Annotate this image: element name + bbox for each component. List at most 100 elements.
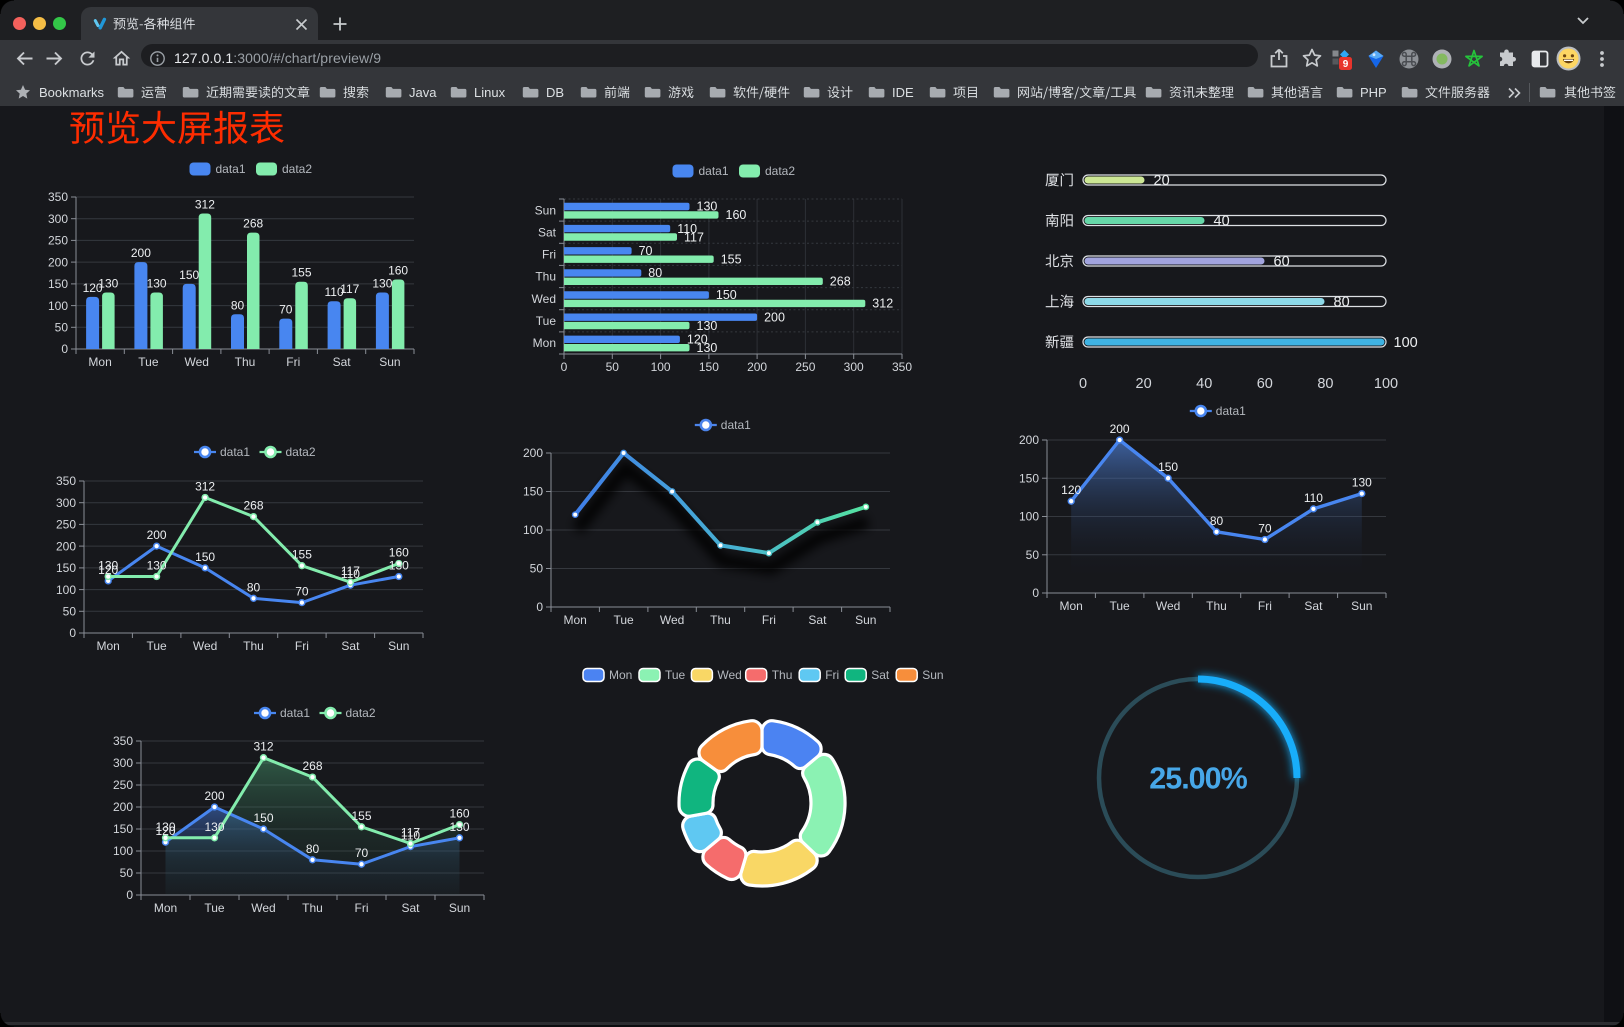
svg-text:110: 110 — [325, 285, 344, 299]
svg-text:Thu: Thu — [772, 668, 793, 682]
svg-text:Mon: Mon — [1060, 599, 1083, 613]
svg-text:70: 70 — [1258, 522, 1272, 536]
svg-text:80: 80 — [247, 580, 261, 594]
svg-text:9: 9 — [1343, 59, 1349, 70]
svg-text:Sat: Sat — [1304, 599, 1323, 613]
svg-text:100: 100 — [523, 523, 543, 537]
svg-text:Fri: Fri — [825, 668, 839, 682]
svg-text:155: 155 — [721, 253, 742, 267]
svg-text:150: 150 — [1019, 471, 1039, 485]
svg-text:110: 110 — [1304, 491, 1323, 505]
svg-text:150: 150 — [48, 277, 68, 291]
svg-text:150: 150 — [56, 561, 76, 575]
svg-text:50: 50 — [1026, 548, 1040, 562]
svg-text:312: 312 — [872, 297, 893, 311]
svg-text:200: 200 — [147, 528, 167, 542]
svg-text:data2: data2 — [286, 445, 316, 459]
svg-text:130: 130 — [155, 820, 175, 834]
svg-text:250: 250 — [795, 360, 815, 374]
svg-text:100: 100 — [113, 844, 133, 858]
svg-text:350: 350 — [892, 360, 912, 374]
svg-text:160: 160 — [726, 208, 747, 222]
svg-text:Tue: Tue — [536, 314, 557, 328]
svg-text:80: 80 — [1317, 376, 1333, 392]
svg-text:150: 150 — [716, 288, 737, 302]
svg-text:Sat: Sat — [538, 225, 557, 239]
svg-text:20: 20 — [1136, 376, 1152, 392]
svg-text:268: 268 — [243, 499, 263, 513]
svg-text:data1: data1 — [699, 164, 729, 178]
svg-text:300: 300 — [56, 496, 76, 510]
svg-text:0: 0 — [1079, 376, 1087, 392]
svg-text:350: 350 — [48, 190, 68, 204]
svg-text:Sun: Sun — [449, 901, 470, 915]
svg-text:120: 120 — [98, 563, 118, 577]
svg-text:60: 60 — [1257, 376, 1273, 392]
svg-text:Mon: Mon — [609, 668, 632, 682]
svg-text:120: 120 — [1061, 483, 1081, 497]
svg-text:120: 120 — [155, 824, 175, 838]
svg-text:250: 250 — [113, 778, 133, 792]
svg-text:data1: data1 — [1216, 404, 1246, 418]
svg-text:Sat: Sat — [401, 901, 420, 915]
svg-text:200: 200 — [1019, 433, 1039, 447]
svg-text:data2: data2 — [346, 706, 376, 720]
svg-text:268: 268 — [830, 275, 851, 289]
svg-text:200: 200 — [1110, 422, 1130, 436]
svg-text:70: 70 — [639, 244, 653, 258]
svg-text:130: 130 — [372, 277, 392, 291]
svg-text:Mon: Mon — [88, 355, 111, 369]
svg-text:117: 117 — [401, 826, 420, 840]
svg-text:data1: data1 — [721, 418, 751, 432]
svg-text:110: 110 — [401, 829, 420, 843]
svg-text:155: 155 — [292, 548, 312, 562]
svg-text:350: 350 — [113, 734, 133, 748]
svg-text:100: 100 — [1019, 510, 1039, 524]
svg-text:110: 110 — [677, 222, 697, 236]
svg-text:0: 0 — [536, 600, 543, 614]
svg-text:Wed: Wed — [717, 668, 741, 682]
svg-text:117: 117 — [340, 282, 359, 296]
svg-text:Mon: Mon — [97, 639, 120, 653]
svg-text:130: 130 — [697, 200, 718, 214]
svg-text:70: 70 — [295, 585, 309, 599]
svg-text:200: 200 — [523, 446, 543, 460]
svg-text:155: 155 — [351, 809, 371, 823]
svg-text:155: 155 — [291, 266, 311, 280]
svg-text:312: 312 — [195, 198, 215, 212]
svg-text:40: 40 — [1196, 376, 1212, 392]
svg-text:Mon: Mon — [154, 901, 177, 915]
svg-text:160: 160 — [449, 807, 469, 821]
svg-text:Sat: Sat — [871, 668, 890, 682]
svg-text:60: 60 — [1274, 254, 1290, 270]
svg-text:130: 130 — [147, 559, 167, 573]
svg-text:Thu: Thu — [302, 901, 323, 915]
svg-text:Sun: Sun — [922, 668, 943, 682]
svg-text:Tue: Tue — [146, 639, 167, 653]
svg-text:117: 117 — [684, 230, 704, 244]
svg-text:data2: data2 — [765, 164, 795, 178]
svg-text:100: 100 — [56, 583, 76, 597]
svg-text:100: 100 — [48, 299, 68, 313]
svg-text:Thu: Thu — [1206, 599, 1227, 613]
svg-text:Tue: Tue — [613, 613, 634, 627]
svg-text:100: 100 — [1374, 376, 1398, 392]
svg-text:350: 350 — [56, 474, 76, 488]
svg-text:160: 160 — [389, 546, 409, 560]
svg-text:Tue: Tue — [665, 668, 686, 682]
svg-text:80: 80 — [1334, 295, 1350, 311]
svg-text:Mon: Mon — [533, 336, 556, 350]
svg-text:70: 70 — [279, 303, 293, 317]
svg-text:40: 40 — [1214, 214, 1230, 230]
svg-text:150: 150 — [179, 268, 199, 282]
svg-text:50: 50 — [120, 866, 134, 880]
svg-text:Thu: Thu — [710, 613, 731, 627]
svg-text:Sun: Sun — [379, 355, 400, 369]
svg-text:Wed: Wed — [193, 639, 217, 653]
svg-text:100: 100 — [1394, 335, 1418, 351]
svg-text:130: 130 — [204, 820, 224, 834]
svg-text:312: 312 — [195, 480, 215, 494]
svg-text:Fri: Fri — [355, 901, 369, 915]
svg-text:50: 50 — [530, 562, 544, 576]
svg-text:300: 300 — [113, 756, 133, 770]
